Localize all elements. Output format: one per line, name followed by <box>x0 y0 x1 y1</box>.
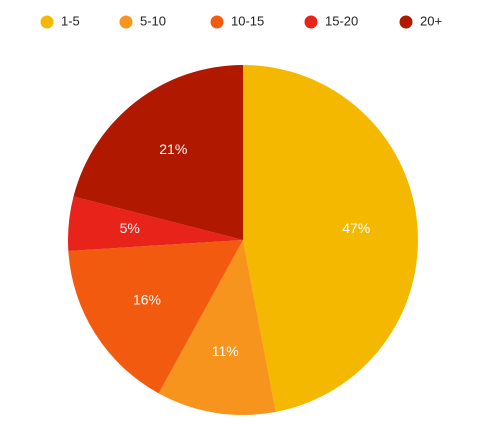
legend-label: 5-10 <box>140 13 166 28</box>
slice-label: 5% <box>120 220 140 236</box>
legend-swatch <box>40 15 54 29</box>
legend-swatch <box>119 15 133 29</box>
legend-swatch <box>399 15 413 29</box>
slice-label: 11% <box>212 343 239 359</box>
legend-label: 10-15 <box>231 13 264 28</box>
pie-slice <box>73 65 243 240</box>
slice-label: 16% <box>133 292 161 308</box>
slice-label: 47% <box>342 220 370 236</box>
pie-slice <box>68 240 243 394</box>
legend-swatch <box>304 15 318 29</box>
slice-label: 21% <box>159 141 187 157</box>
pie-slice <box>243 65 419 412</box>
legend-label: 1-5 <box>61 13 80 28</box>
legend-label: 20+ <box>420 13 442 28</box>
pie-slice <box>158 240 276 415</box>
legend-label: 15-20 <box>325 13 358 28</box>
pie-slice <box>68 196 244 251</box>
legend-swatch <box>210 15 224 29</box>
